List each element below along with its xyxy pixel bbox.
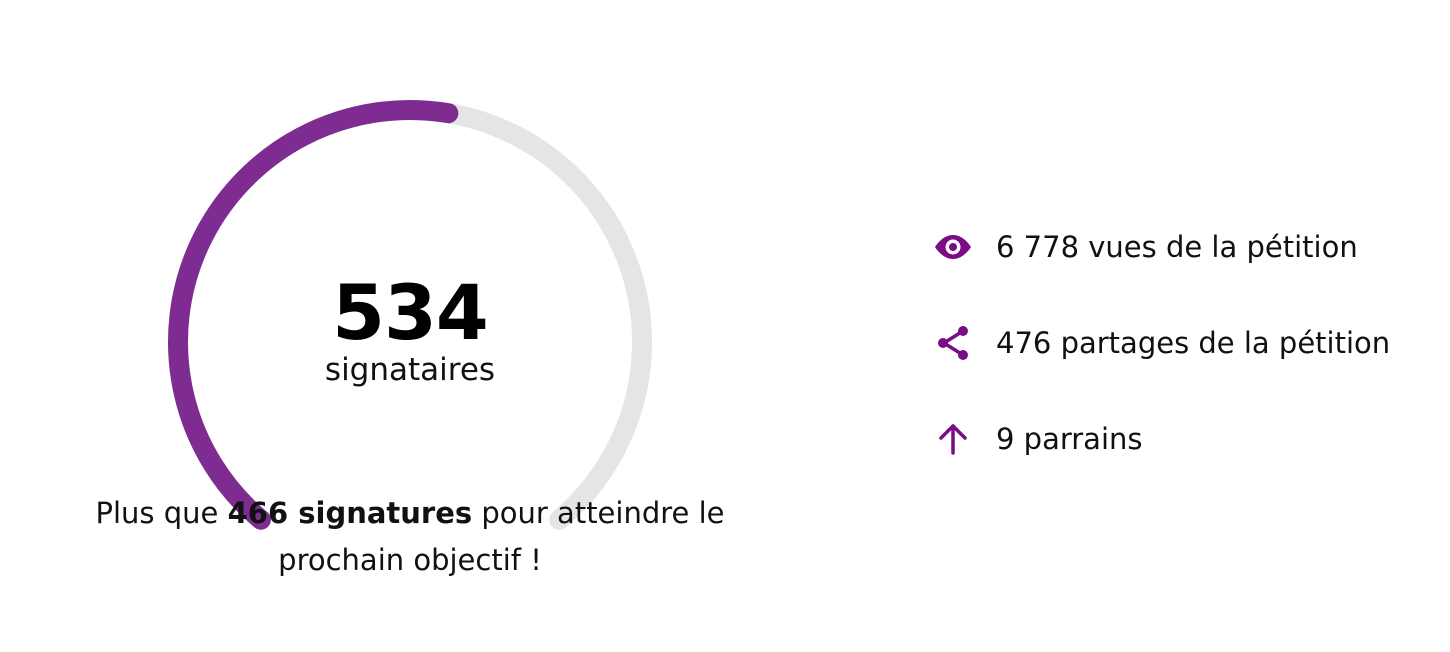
- share-icon: [932, 322, 974, 364]
- goal-remaining: 466 signatures: [227, 496, 473, 530]
- signature-count-label: signataires: [324, 352, 496, 388]
- stat-views: 6 778 vues de la pétition: [932, 222, 1390, 272]
- stat-sponsors-text: 9 parrains: [996, 422, 1143, 456]
- stat-sponsors: 9 parrains: [932, 414, 1390, 464]
- stat-views-text: 6 778 vues de la pétition: [996, 230, 1358, 264]
- signature-count: 534: [332, 268, 489, 357]
- signature-gauge: 534 signataires Plus que 466 signatures …: [60, 100, 760, 584]
- goal-prefix: Plus que: [95, 496, 228, 530]
- goal-suffix: pour atteindre le prochain objectif !: [278, 496, 725, 577]
- gauge-progress: [168, 100, 459, 530]
- arrow-up-icon: [932, 418, 974, 460]
- stat-shares-text: 476 partages de la pétition: [996, 326, 1391, 360]
- eye-icon: [932, 226, 974, 268]
- goal-message: Plus que 466 signatures pour atteindre l…: [60, 490, 760, 584]
- stat-shares: 476 partages de la pétition: [932, 318, 1390, 368]
- gauge-arc-chart: [168, 100, 652, 530]
- petition-stats: 6 778 vues de la pétition 476 partages d…: [932, 222, 1390, 510]
- gauge-center: 534 signataires: [210, 268, 610, 388]
